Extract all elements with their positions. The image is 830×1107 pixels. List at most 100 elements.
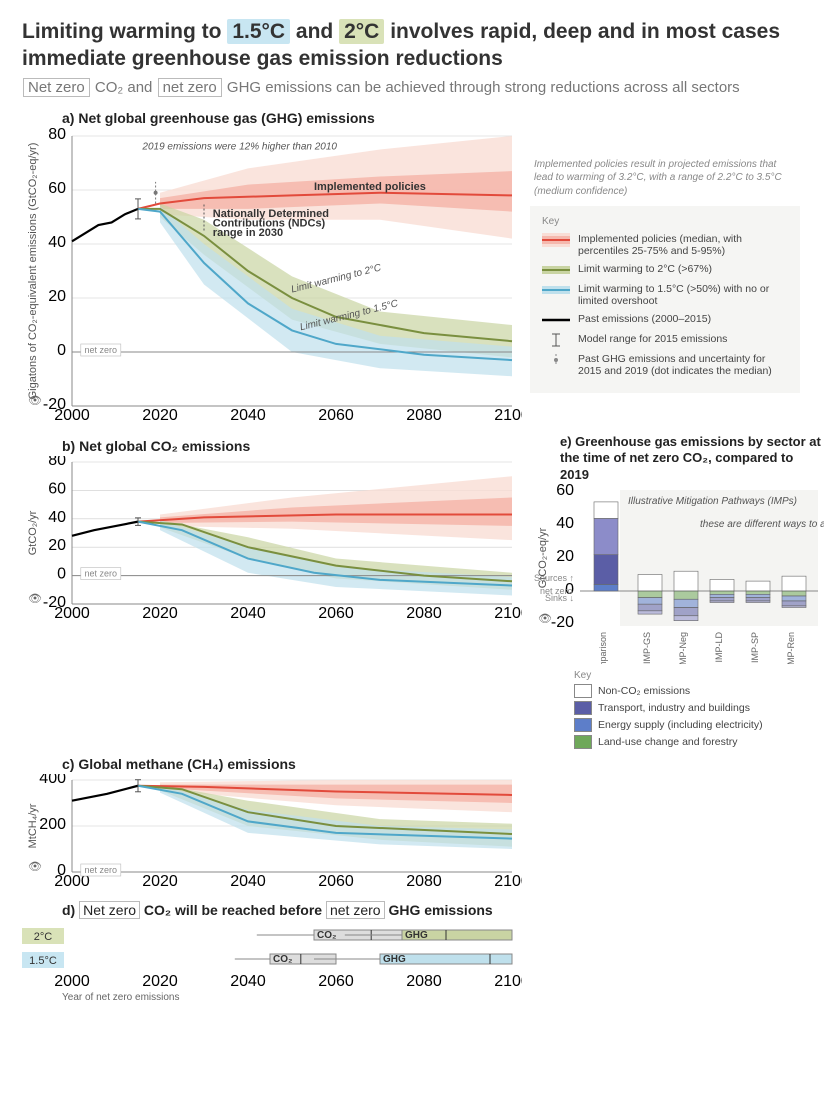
svg-text:2020: 2020 [142, 973, 178, 990]
sector-swatch [574, 701, 592, 715]
panel-e-label: e) Greenhouse gas emissions by sector at… [560, 434, 824, 485]
panel-a-label: a) Net global greenhouse gas (GHG) emiss… [62, 110, 522, 126]
legend-swatch [542, 333, 570, 347]
svg-text:Sources ↑: Sources ↑ [534, 573, 574, 583]
svg-text:2020: 2020 [142, 407, 178, 424]
legend-swatch [542, 313, 570, 327]
svg-text:2040: 2040 [230, 873, 266, 890]
svg-text:2000: 2000 [54, 605, 90, 622]
legend-text: Model range for 2015 emissions [578, 333, 788, 345]
legend-swatch [542, 263, 570, 277]
legend-swatch [542, 283, 570, 297]
svg-text:2000: 2000 [54, 407, 90, 424]
svg-text:Implemented policies: Implemented policies [314, 181, 426, 193]
svg-text:these are different ways to ac: these are different ways to achieve net-… [700, 519, 824, 530]
svg-text:MtCH₄/yr: MtCH₄/yr [27, 804, 39, 849]
svg-text:1.5°C: 1.5°C [29, 955, 57, 967]
svg-text:2020: 2020 [142, 873, 178, 890]
svg-text:GHG: GHG [383, 954, 406, 965]
svg-text:Gigatons of CO₂-equivalent emi: Gigatons of CO₂-equivalent emissions (Gt… [27, 142, 39, 399]
svg-text:-20: -20 [551, 614, 574, 631]
side-note: Implemented policies result in projected… [534, 158, 794, 199]
panel-d-svg: 2°C CO₂ GHG 1.5°C CO₂ GHG 2000 2020 2040 2060 2080… [22, 920, 522, 990]
svg-text:IMP-SP: IMP-SP [750, 632, 760, 663]
panel-d-xlabel: Year of net zero emissions [62, 992, 808, 1003]
legend-text: Implemented policies (median, with perce… [578, 233, 788, 257]
svg-text:20: 20 [556, 548, 574, 565]
svg-text:👁: 👁 [28, 861, 42, 873]
svg-text:0: 0 [57, 342, 66, 359]
svg-text:IMP-Neg: IMP-Neg [678, 632, 688, 664]
subhead: Net zero CO₂ and net zero GHG emissions … [22, 79, 808, 96]
svg-text:2020: 2020 [142, 605, 178, 622]
legend-text: Limit warming to 1.5°C (>50%) with no or… [578, 283, 788, 307]
legend-text: Past GHG emissions and uncertainty for 2… [578, 353, 788, 377]
svg-text:2060: 2060 [318, 605, 354, 622]
svg-text:2040: 2040 [230, 407, 266, 424]
svg-text:20: 20 [48, 288, 66, 305]
svg-text:Limit warming to 2°C: Limit warming to 2°C [290, 262, 383, 295]
svg-text:2080: 2080 [406, 873, 442, 890]
svg-text:60: 60 [48, 480, 66, 497]
panel-d-label: d) Net zero CO₂ will be reached before n… [62, 902, 808, 918]
svg-text:GHG: GHG [405, 930, 428, 941]
svg-text:2080: 2080 [406, 605, 442, 622]
svg-text:2100: 2100 [494, 605, 522, 622]
svg-text:2000: 2000 [54, 973, 90, 990]
svg-text:2060: 2060 [318, 873, 354, 890]
svg-text:2040: 2040 [230, 973, 266, 990]
sector-swatch [574, 684, 592, 698]
svg-text:CO₂: CO₂ [273, 954, 292, 965]
svg-text:2060: 2060 [318, 407, 354, 424]
svg-text:net zero: net zero [85, 345, 118, 355]
svg-text:0: 0 [57, 565, 66, 582]
svg-text:2100: 2100 [494, 873, 522, 890]
sector-swatch [574, 735, 592, 749]
svg-text:CO₂: CO₂ [317, 930, 336, 941]
panel-e-svg: -200204060GtCO₂-eq/yr👁net zeroSources ↑S… [534, 484, 824, 664]
svg-text:net zero: net zero [85, 568, 118, 578]
svg-text:Illustrative Mitigation Pathwa: Illustrative Mitigation Pathways (IMPs) [628, 496, 797, 507]
svg-text:2°C: 2°C [34, 931, 53, 943]
legend-text: Past emissions (2000–2015) [578, 313, 788, 325]
svg-text:net zero: net zero [85, 865, 118, 875]
svg-text:40: 40 [556, 515, 574, 532]
legend-swatch [542, 233, 570, 247]
svg-text:200: 200 [39, 816, 66, 833]
panel-c-label: c) Global methane (CH₄) emissions [62, 756, 808, 772]
svg-text:80: 80 [48, 456, 66, 469]
sector-swatch [574, 718, 592, 732]
legend-key: KeyImplemented policies (median, with pe… [530, 206, 800, 393]
panel-e-key: KeyNon-CO₂ emissionsTransport, industry … [574, 670, 824, 749]
svg-text:2080: 2080 [406, 973, 442, 990]
svg-text:GtCO₂/yr: GtCO₂/yr [27, 510, 39, 555]
svg-text:2060: 2060 [318, 973, 354, 990]
svg-text:2040: 2040 [230, 605, 266, 622]
svg-text:👁: 👁 [538, 613, 552, 625]
svg-text:👁: 👁 [28, 395, 42, 407]
svg-text:20: 20 [48, 537, 66, 554]
panel-b-label: b) Net global CO₂ emissions [62, 438, 522, 454]
svg-text:60: 60 [556, 484, 574, 499]
svg-text:40: 40 [48, 234, 66, 251]
svg-text:2019 comparison: 2019 comparison [598, 632, 608, 664]
svg-text:40: 40 [48, 508, 66, 525]
svg-text:2080: 2080 [406, 407, 442, 424]
chart-svg: -20020406080200020202040206020802100GtCO… [22, 456, 522, 626]
svg-text:range in 2030: range in 2030 [213, 226, 283, 238]
svg-text:60: 60 [48, 180, 66, 197]
chart-svg: -20020406080200020202040206020802100Giga… [22, 128, 522, 428]
svg-text:400: 400 [39, 774, 66, 787]
svg-text:👁: 👁 [28, 593, 42, 605]
svg-text:2100: 2100 [494, 407, 522, 424]
svg-text:2019 emissions were 12% higher: 2019 emissions were 12% higher than 2010 [141, 141, 337, 152]
svg-text:IMP-LD: IMP-LD [714, 632, 724, 663]
chart-svg: 0200400200020202040206020802100MtCH₄/yr👁… [22, 774, 522, 894]
svg-text:IMP-GS: IMP-GS [642, 632, 652, 664]
headline: Limiting warming to 1.5°C and 2°C involv… [22, 18, 808, 73]
legend-text: Limit warming to 2°C (>67%) [578, 263, 788, 275]
svg-text:2100: 2100 [494, 973, 522, 990]
svg-text:IMP-Ren: IMP-Ren [786, 632, 796, 664]
svg-text:Sinks ↓: Sinks ↓ [545, 593, 574, 603]
svg-text:80: 80 [48, 128, 66, 143]
